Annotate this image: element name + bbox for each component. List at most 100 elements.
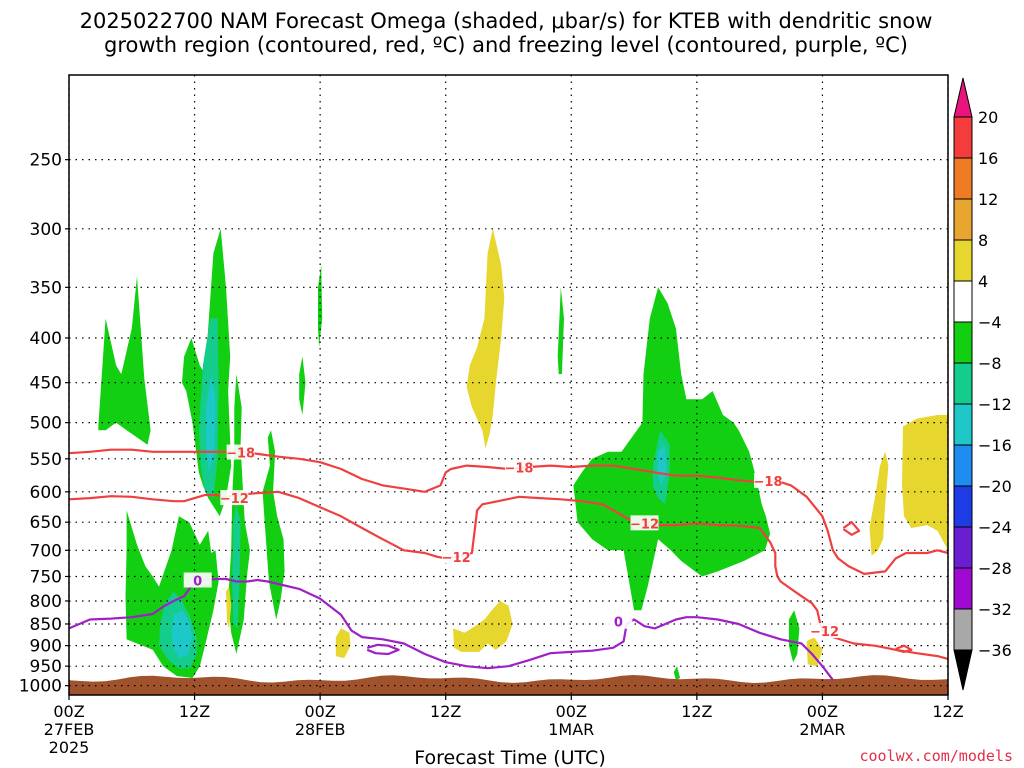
colorbar-label-4: 4 xyxy=(978,272,988,291)
contour-label-bg xyxy=(183,572,212,588)
omega-region-10 xyxy=(788,610,800,663)
omega-region-8 xyxy=(573,287,771,611)
pressure-axis: 2503003504004505005506006507007508008509… xyxy=(19,151,69,697)
colorbar-bin-5 xyxy=(953,280,973,323)
colorbar-bin-12 xyxy=(953,567,973,610)
colorbar-bin-4 xyxy=(953,239,973,282)
x-tick-label-24-1: 28FEB xyxy=(295,720,346,739)
contour-label-4-0: 0 xyxy=(193,575,202,590)
omega-region-18 xyxy=(335,628,351,659)
contour-2 xyxy=(842,521,861,536)
omega-region-6 xyxy=(318,265,323,348)
colorbar-label-3: 8 xyxy=(978,231,988,250)
contour-label-1-3: −12 xyxy=(810,625,839,640)
omega-region-4 xyxy=(262,430,285,620)
contour-label-4-1: 0 xyxy=(614,616,623,631)
x-tick-label-48-1: 1MAR xyxy=(548,720,594,739)
y-tick-label-650: 650 xyxy=(30,513,62,533)
x-tick-label-0-0: 00Z xyxy=(53,702,84,721)
omega-region-17 xyxy=(657,444,667,486)
colorbar-bin-1 xyxy=(953,116,973,159)
x-tick-label-72-0: 00Z xyxy=(807,702,838,721)
y-tick-label-400: 400 xyxy=(30,329,62,349)
contour-label-bg xyxy=(754,472,783,488)
colorbar-bin-3 xyxy=(953,198,973,241)
y-tick-label-550: 550 xyxy=(30,450,62,470)
colorbar-label-12: −32 xyxy=(978,600,1012,619)
colorbar-bin-8 xyxy=(953,403,973,446)
colorbar-bin-7 xyxy=(953,362,973,405)
colorbar-bin-13 xyxy=(953,608,973,651)
contour-label-bg xyxy=(630,515,659,531)
contour-label-bg xyxy=(220,490,249,506)
ground-surface xyxy=(69,675,948,695)
y-tick-label-350: 350 xyxy=(30,278,62,298)
colorbar-bin-9 xyxy=(953,444,973,487)
colorbar-label-6: −8 xyxy=(978,354,1002,373)
colorbar-label-5: −4 xyxy=(978,313,1002,332)
omega-region-5 xyxy=(299,356,306,415)
omega-region-9 xyxy=(673,666,681,680)
y-tick-label-750: 750 xyxy=(30,567,62,587)
y-tick-label-600: 600 xyxy=(30,483,62,503)
omega-region-19 xyxy=(453,601,513,652)
x-tick-label-60-0: 12Z xyxy=(681,702,712,721)
omega-region-3 xyxy=(228,374,250,654)
contour-label-1-2: −12 xyxy=(630,517,659,532)
chart-title-line-2: growth region (contoured, red, ºC) and f… xyxy=(104,33,908,57)
omega-region-7 xyxy=(557,287,564,375)
colorbar-bottom-arrow xyxy=(953,649,973,691)
colorbar-label-1: 16 xyxy=(978,149,998,168)
contour-5 xyxy=(366,643,400,656)
y-tick-label-950: 950 xyxy=(30,657,62,677)
colorbar-label-0: 20 xyxy=(978,108,998,127)
omega-shading xyxy=(98,228,948,680)
y-tick-label-700: 700 xyxy=(30,541,62,561)
x-tick-label-72-1: 2MAR xyxy=(799,720,845,739)
x-tick-label-36-0: 12Z xyxy=(430,702,461,721)
colorbar-bin-2 xyxy=(953,157,973,200)
contour-label-bg xyxy=(442,548,471,564)
omega-colorbar: 20 16 12 8 4 −4 −8 −12 −16 −20 −24 −28 −32 −36 xyxy=(953,77,1012,691)
omega-region-16 xyxy=(206,374,216,473)
contour-label-0-2: −18 xyxy=(754,475,783,490)
y-tick-label-300: 300 xyxy=(30,220,62,240)
colorbar-label-9: −20 xyxy=(978,477,1012,496)
x-tick-label-24-0: 00Z xyxy=(304,702,335,721)
x-axis-label: Forecast Time (UTC) xyxy=(414,747,605,768)
contour-label-0-1: −18 xyxy=(504,462,533,477)
colorbar-label-11: −28 xyxy=(978,559,1012,578)
contour-label-bg xyxy=(604,613,633,629)
x-tick-label-84-0: 12Z xyxy=(932,702,963,721)
colorbar-label-10: −24 xyxy=(978,518,1012,537)
contour-3 xyxy=(895,644,913,654)
x-tick-label-0-1: 27FEB xyxy=(44,720,95,739)
omega-region-22 xyxy=(806,637,823,667)
colorbar-bin-6 xyxy=(953,321,973,364)
y-tick-label-1000: 1000 xyxy=(19,677,62,697)
colorbar-bin-11 xyxy=(953,526,973,569)
contour-label-1-0: −12 xyxy=(220,492,249,507)
omega-region-13 xyxy=(232,504,241,629)
omega-region-24 xyxy=(902,415,948,551)
y-tick-label-250: 250 xyxy=(30,151,62,171)
x-tick-label-48-0: 00Z xyxy=(556,702,587,721)
colorbar-label-8: −16 xyxy=(978,436,1012,455)
colorbar-label-2: 12 xyxy=(978,190,998,209)
chart-title-line-1: 2025022700 NAM Forecast Omega (shaded, μ… xyxy=(80,9,933,33)
contour-label-1-1: −12 xyxy=(442,551,471,566)
ground-polygon xyxy=(69,675,948,695)
x-tick-label-0-2: 2025 xyxy=(49,738,90,757)
colorbar-top-arrow xyxy=(953,77,973,118)
x-tick-label-12-0: 12Z xyxy=(179,702,210,721)
plot-frame xyxy=(68,74,949,696)
contour-label-bg xyxy=(810,623,839,639)
y-tick-label-500: 500 xyxy=(30,414,62,434)
site-credit: coolwx.com/models xyxy=(859,747,1013,765)
y-tick-label-850: 850 xyxy=(30,615,62,635)
contour-label-bg xyxy=(504,459,533,475)
temperature-contours: −18 −18 −18 −12 −12 −12 −12 0 0 xyxy=(68,444,949,681)
y-tick-label-450: 450 xyxy=(30,374,62,394)
